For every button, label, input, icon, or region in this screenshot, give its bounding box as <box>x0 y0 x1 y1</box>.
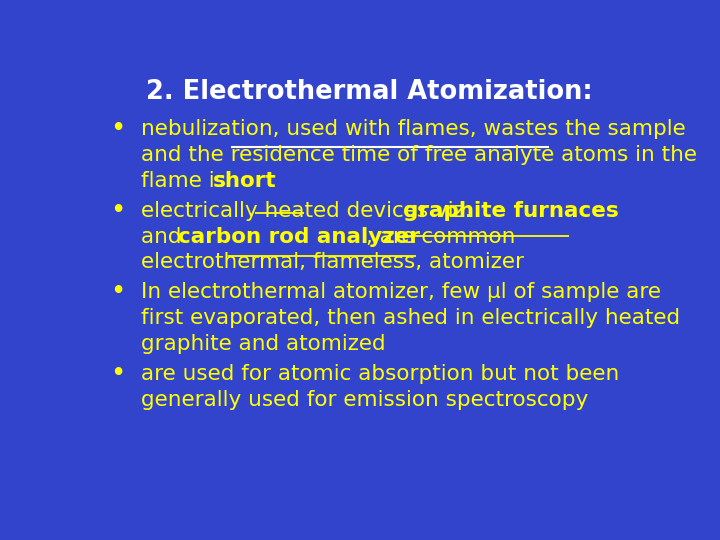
Text: 2. Electrothermal Atomization:: 2. Electrothermal Atomization: <box>145 79 593 105</box>
Text: •: • <box>110 279 125 305</box>
Text: electrothermal, flameless, atomizer: electrothermal, flameless, atomizer <box>141 252 524 272</box>
Text: flame is: flame is <box>141 171 233 191</box>
Text: are used for atomic absorption but not been: are used for atomic absorption but not b… <box>141 364 620 384</box>
Text: graphite and atomized: graphite and atomized <box>141 334 386 354</box>
Text: and the residence time of free analyte atoms in the: and the residence time of free analyte a… <box>141 145 698 165</box>
Text: graphite furnaces: graphite furnaces <box>403 201 618 221</box>
Text: nebulization, used with flames, wastes the sample: nebulization, used with flames, wastes t… <box>141 119 686 139</box>
Text: , are common: , are common <box>366 226 515 247</box>
Text: first evaporated, then ashed in electrically heated: first evaporated, then ashed in electric… <box>141 308 680 328</box>
Text: generally used for emission spectroscopy: generally used for emission spectroscopy <box>141 389 588 409</box>
Text: carbon rod analyzer: carbon rod analyzer <box>178 226 420 247</box>
Text: and: and <box>141 226 189 247</box>
Text: •: • <box>110 198 125 224</box>
Text: In electrothermal atomizer, few μl of sample are: In electrothermal atomizer, few μl of sa… <box>141 282 662 302</box>
Text: 2.: 2. <box>0 539 1 540</box>
Text: •: • <box>110 361 125 387</box>
Text: •: • <box>110 116 125 142</box>
Text: electrically heated devices viz.: electrically heated devices viz. <box>141 201 479 221</box>
Text: short: short <box>212 171 276 191</box>
